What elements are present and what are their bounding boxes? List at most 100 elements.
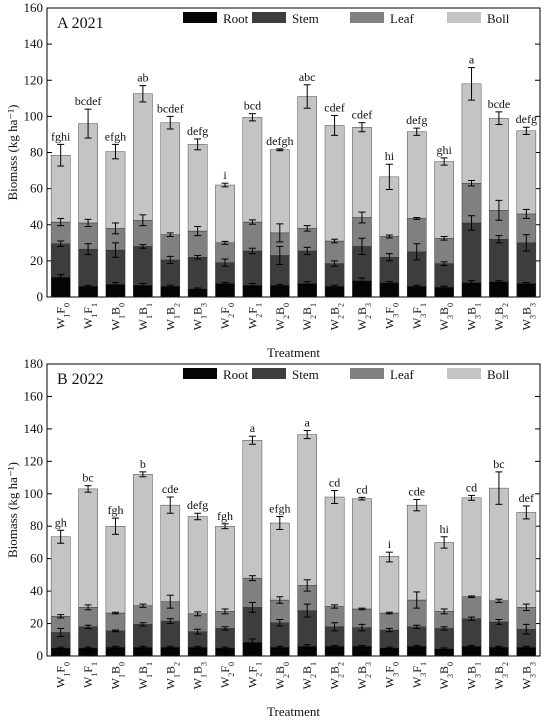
error-bar-stem	[413, 624, 421, 629]
x-tick-label: W1F0	[54, 303, 72, 329]
error-bar-total	[221, 523, 229, 530]
bar-segment-stem	[105, 630, 126, 648]
bar-segment-boll	[160, 504, 181, 602]
x-tick-label: W1B3	[191, 303, 209, 330]
error-bar-root	[413, 284, 421, 288]
error-bar-stem	[84, 624, 92, 629]
error-bar-leaf	[248, 575, 256, 582]
significance-letter: bcdef	[75, 94, 102, 108]
error-bar-root	[522, 282, 530, 285]
error-bar-total	[139, 471, 147, 478]
legend-swatch-boll	[447, 368, 481, 379]
y-tick-label: 100	[24, 108, 44, 123]
legend-swatch-root	[183, 368, 217, 379]
error-bar-stem	[248, 601, 256, 613]
error-bar-stem	[495, 235, 503, 244]
error-bar-root	[111, 282, 119, 287]
bar-segment-boll	[352, 498, 372, 610]
error-bar-stem	[139, 622, 147, 627]
error-bar-total	[166, 115, 174, 130]
x-tick-label: W3B0	[437, 303, 455, 330]
error-bar-leaf	[221, 608, 229, 615]
significance-letter: defg	[187, 124, 208, 138]
error-bar-root	[303, 644, 311, 649]
significance-letter: defg	[406, 113, 427, 127]
error-bar-total	[495, 111, 503, 126]
legend-label-boll: Boll	[487, 11, 510, 26]
x-tick-label: W3B2	[492, 662, 510, 689]
error-bar-stem	[468, 215, 476, 231]
error-bar-leaf	[248, 219, 256, 225]
x-tick-label: W2F0	[218, 303, 236, 329]
error-bar-leaf	[468, 179, 476, 187]
legend-label-stem: Stem	[292, 11, 319, 26]
error-bar-leaf	[194, 226, 202, 237]
error-bar-stem	[221, 626, 229, 631]
x-tick-label: W2B3	[355, 303, 373, 330]
bar-segment-leaf	[105, 612, 126, 632]
bar-segment-boll	[489, 117, 509, 211]
legend-swatch-stem	[252, 368, 286, 379]
error-bar-total	[57, 529, 65, 544]
error-bar-total	[331, 114, 339, 136]
x-tick-label: W2B0	[273, 662, 291, 689]
legend-swatch-root	[183, 12, 217, 23]
bar-segment-boll	[160, 122, 181, 235]
significance-letter: fghi	[51, 129, 71, 143]
error-bar-root	[440, 647, 448, 651]
error-bar-stem	[413, 243, 421, 261]
plot-frame	[46, 363, 541, 657]
error-bar-total	[468, 494, 476, 501]
legend-swatch-boll	[447, 12, 481, 23]
significance-letter: ghi	[436, 143, 452, 157]
error-bar-stem	[303, 603, 311, 618]
bar-segment-stem	[297, 250, 317, 284]
bar-segment-boll	[434, 542, 454, 612]
bar-segment-stem	[406, 626, 427, 647]
significance-letter: cdef	[352, 108, 373, 122]
error-bar-leaf	[111, 611, 119, 615]
bar-segment-boll	[379, 556, 400, 614]
significance-letter: def	[519, 491, 534, 505]
x-tick-label: W3B1	[465, 303, 483, 330]
error-bar-total	[413, 498, 421, 512]
x-tick-label: W2B1	[300, 662, 318, 689]
error-bar-stem	[276, 245, 284, 265]
legend-label-boll: Boll	[487, 367, 510, 382]
error-bar-leaf	[358, 211, 366, 224]
x-tick-label: W3F1	[410, 662, 428, 688]
x-tick-label: W1B3	[191, 662, 209, 689]
significance-letter: abc	[299, 70, 316, 84]
x-tick-label: W1F1	[81, 303, 99, 329]
error-bar-leaf	[522, 208, 530, 219]
error-bar-leaf	[522, 603, 530, 612]
error-bar-root	[84, 646, 92, 650]
significance-letter: i	[388, 537, 392, 551]
bar-segment-boll	[187, 516, 208, 615]
error-bar-leaf	[331, 238, 339, 244]
error-bar-stem	[84, 243, 92, 256]
bar-segment-boll	[489, 487, 509, 602]
error-bar-stem	[385, 253, 393, 262]
bar-segment-leaf	[379, 612, 400, 631]
bar-segment-leaf	[133, 605, 153, 625]
x-axis-label: Treatment	[267, 345, 320, 360]
y-tick-label: 20	[30, 616, 43, 631]
x-tick-label: W2B2	[328, 662, 346, 689]
significance-letter: i	[223, 168, 227, 182]
error-bar-leaf	[166, 594, 174, 609]
error-bar-total	[248, 113, 256, 122]
x-tick-label: W1F0	[54, 662, 72, 688]
bar-segment-leaf	[242, 221, 263, 252]
bar-segment-stem	[489, 238, 509, 282]
legend-label-root: Root	[223, 11, 249, 26]
error-bar-leaf	[276, 596, 284, 604]
error-bar-total	[522, 505, 530, 520]
y-tick-label: 80	[30, 145, 43, 160]
error-bar-root	[221, 282, 229, 285]
error-bar-leaf	[276, 223, 284, 243]
error-bar-total	[111, 143, 119, 160]
y-tick-label: 80	[30, 518, 43, 533]
y-tick-label: 140	[24, 36, 44, 51]
